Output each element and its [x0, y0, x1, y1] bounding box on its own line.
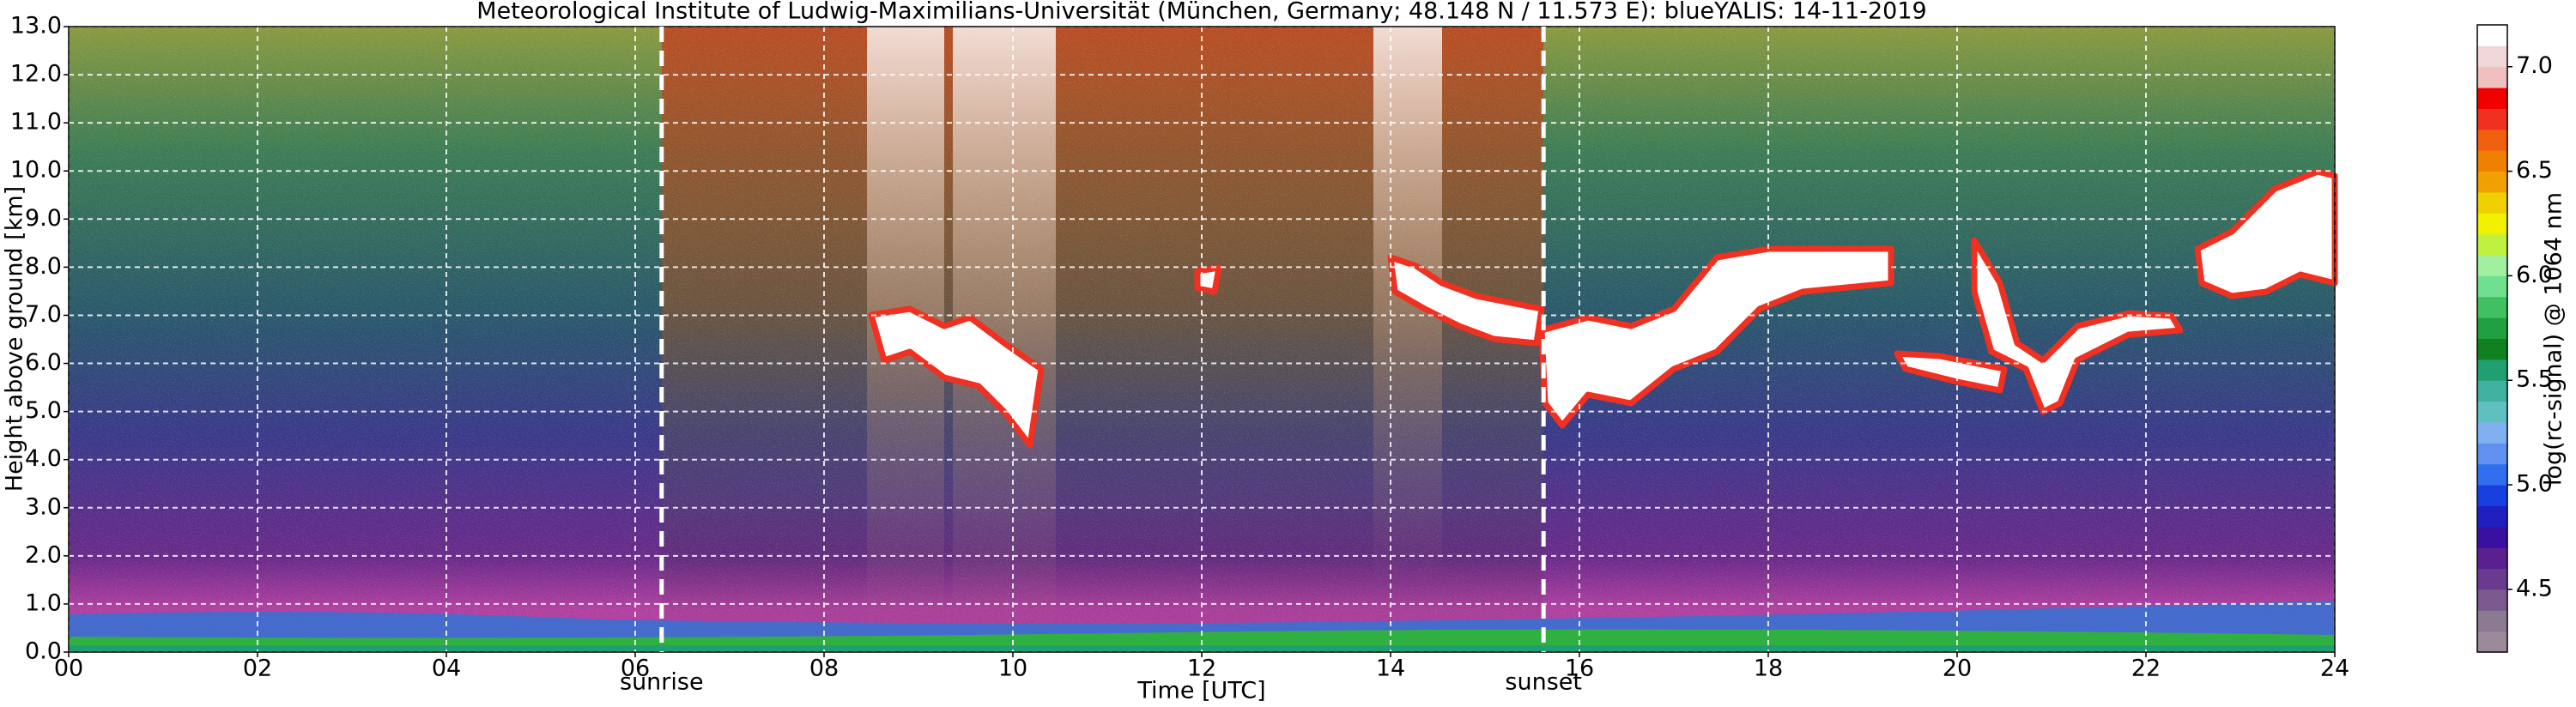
colorbar-segment [2477, 171, 2507, 193]
y-tick-label: 6.0 [25, 349, 62, 376]
x-tick-label: 16 [1565, 656, 1594, 682]
y-tick-label: 5.0 [25, 397, 62, 424]
colorbar-frame [2476, 24, 2508, 653]
colorbar-segment [2477, 66, 2507, 88]
y-tick-label: 0.0 [25, 638, 62, 665]
colorbar-segment [2477, 547, 2507, 570]
colorbar-tick-label: 4.5 [2516, 575, 2553, 601]
colorbar [2477, 25, 2507, 653]
colorbar-segment [2477, 631, 2507, 653]
colorbar-segment [2477, 359, 2507, 381]
colorbar-segment [2477, 296, 2507, 318]
y-tick-label: 2.0 [25, 541, 62, 568]
y-tick-label: 1.0 [25, 589, 62, 616]
colorbar-segment [2477, 526, 2507, 548]
y-tick-label: 9.0 [25, 205, 62, 232]
x-axis-label: Time [UTC] [1136, 678, 1265, 704]
colorbar-segment [2477, 338, 2507, 360]
colorbar-label: log(rc-signal) @ 1064 nm [2541, 192, 2567, 486]
y-tick-label: 11.0 [10, 109, 62, 136]
colorbar-tick-label: 7.0 [2516, 52, 2553, 79]
x-tick-label: 02 [243, 656, 272, 682]
annotation-label: sunset [1505, 669, 1582, 696]
chart-title: Meteorological Institute of Ludwig-Maxim… [476, 0, 1926, 25]
annotation-label: sunrise [620, 669, 704, 696]
colorbar-segment [2477, 317, 2507, 339]
x-tick-label: 22 [2131, 656, 2161, 682]
x-tick-label: 14 [1376, 656, 1405, 682]
colorbar-tick-label: 5.5 [2516, 366, 2553, 393]
colorbar-segment [2477, 25, 2507, 46]
x-tick-label: 10 [998, 656, 1027, 682]
colorbar-segment [2477, 150, 2507, 172]
colorbar-segment [2477, 88, 2507, 109]
colorbar-segment [2477, 380, 2507, 402]
colorbar-segment [2477, 568, 2507, 590]
colorbar-segment [2477, 610, 2507, 632]
x-tick-label: 06 [621, 656, 650, 682]
x-tick-label: 18 [1754, 656, 1783, 682]
y-tick-label: 4.0 [25, 445, 62, 472]
colorbar-segment [2477, 505, 2507, 528]
colorbar-segment [2477, 421, 2507, 444]
colorbar-tick-label: 6.0 [2516, 262, 2553, 288]
x-tick-label: 04 [432, 656, 461, 682]
x-tick-label: 08 [809, 656, 839, 682]
x-tick-label: 12 [1187, 656, 1216, 682]
colorbar-segment [2477, 255, 2507, 276]
y-tick-label: 8.0 [25, 253, 62, 280]
y-tick-label: 3.0 [25, 493, 62, 520]
colorbar-segment [2477, 275, 2507, 298]
colorbar-segment [2477, 45, 2507, 68]
x-tick-label: 00 [54, 656, 83, 682]
x-tick-label: 24 [2320, 656, 2349, 682]
colorbar-segment [2477, 589, 2507, 611]
colorbar-segment [2477, 129, 2507, 151]
colorbar-segment [2477, 463, 2507, 486]
y-tick-label: 13.0 [10, 13, 62, 39]
colorbar-segment [2477, 443, 2507, 465]
x-tick-label: 20 [1943, 656, 1972, 682]
y-tick-label: 10.0 [10, 157, 62, 184]
colorbar-segment [2477, 191, 2507, 214]
colorbar-segment [2477, 213, 2507, 235]
y-axis-label: Height above ground [km] [2, 186, 28, 492]
colorbar-tick-label: 6.5 [2516, 157, 2553, 184]
y-tick-label: 12.0 [10, 61, 62, 88]
colorbar-tick-label: 5.0 [2516, 471, 2553, 498]
colorbar-segment [2477, 485, 2507, 506]
colorbar-segment [2477, 401, 2507, 423]
y-tick-label: 7.0 [25, 301, 62, 328]
colorbar-segment [2477, 233, 2507, 256]
colorbar-segment [2477, 108, 2507, 130]
